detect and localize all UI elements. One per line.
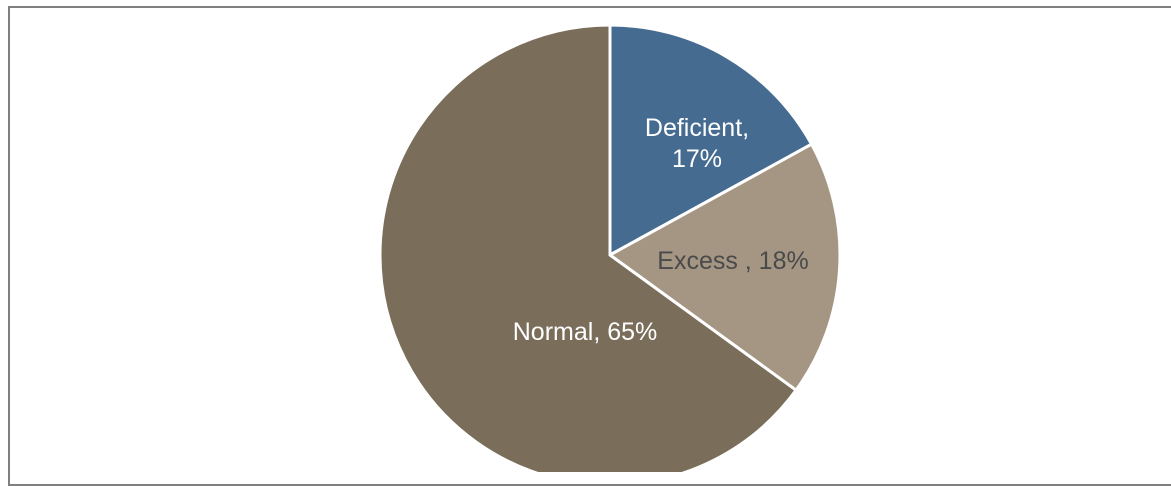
pie-slices: [378, 23, 842, 472]
pie-labels: Deficient, 17% Excess , 18% Normal, 65%: [513, 114, 809, 346]
pie-slice-deficient: [608, 23, 814, 258]
pie-label-excess: Excess , 18%: [657, 247, 808, 275]
pie-label-normal: Normal, 65%: [513, 318, 658, 346]
pie-slice-excess: [607, 142, 842, 393]
pie-chart: Deficient, 17% Excess , 18% Normal, 65%: [378, 23, 842, 472]
pie-label-deficient: Deficient, 17%: [645, 114, 749, 173]
pie-slice-normal: [378, 23, 799, 472]
